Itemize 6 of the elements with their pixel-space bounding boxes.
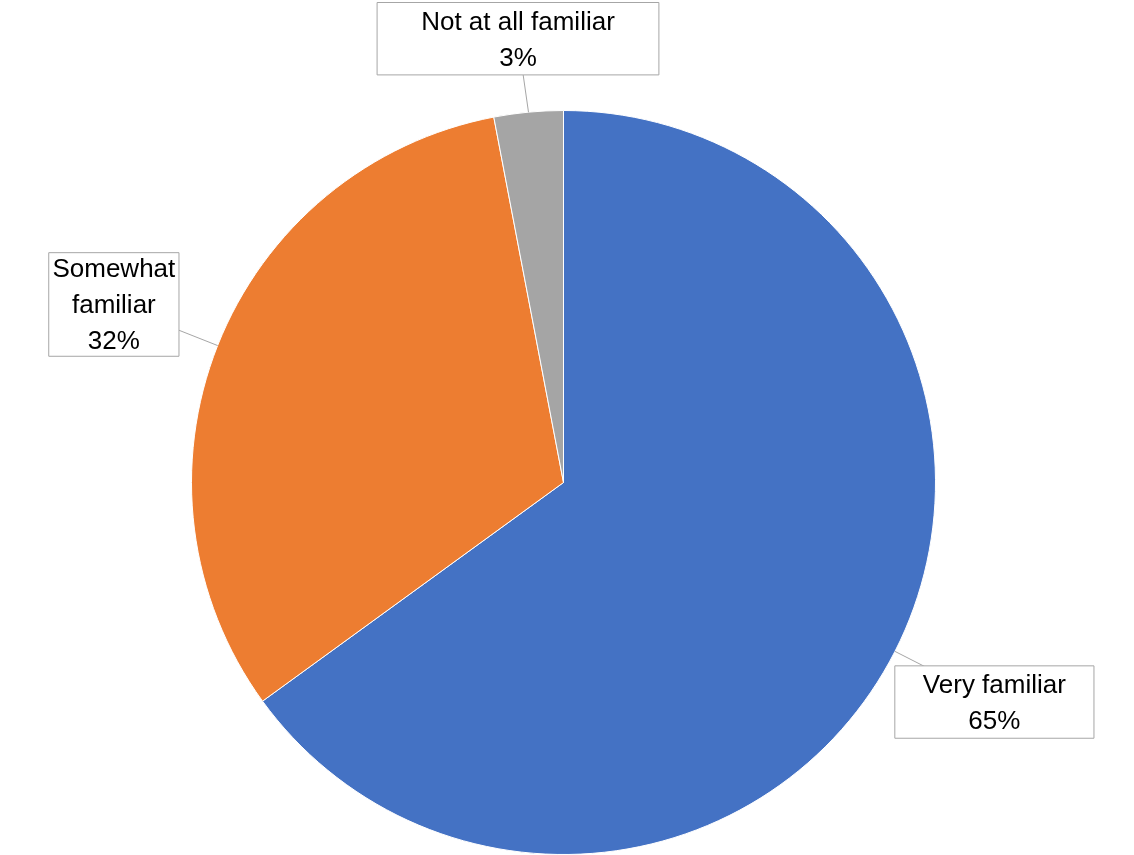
slice-label: Not at all familiar xyxy=(421,5,616,36)
data-label: 32% xyxy=(87,325,140,356)
slice-label: Somewhat familiar xyxy=(52,253,177,320)
data-label: 3% xyxy=(499,41,537,72)
slice-label: Very familiar xyxy=(922,669,1067,700)
data-label: 65% xyxy=(968,705,1021,736)
